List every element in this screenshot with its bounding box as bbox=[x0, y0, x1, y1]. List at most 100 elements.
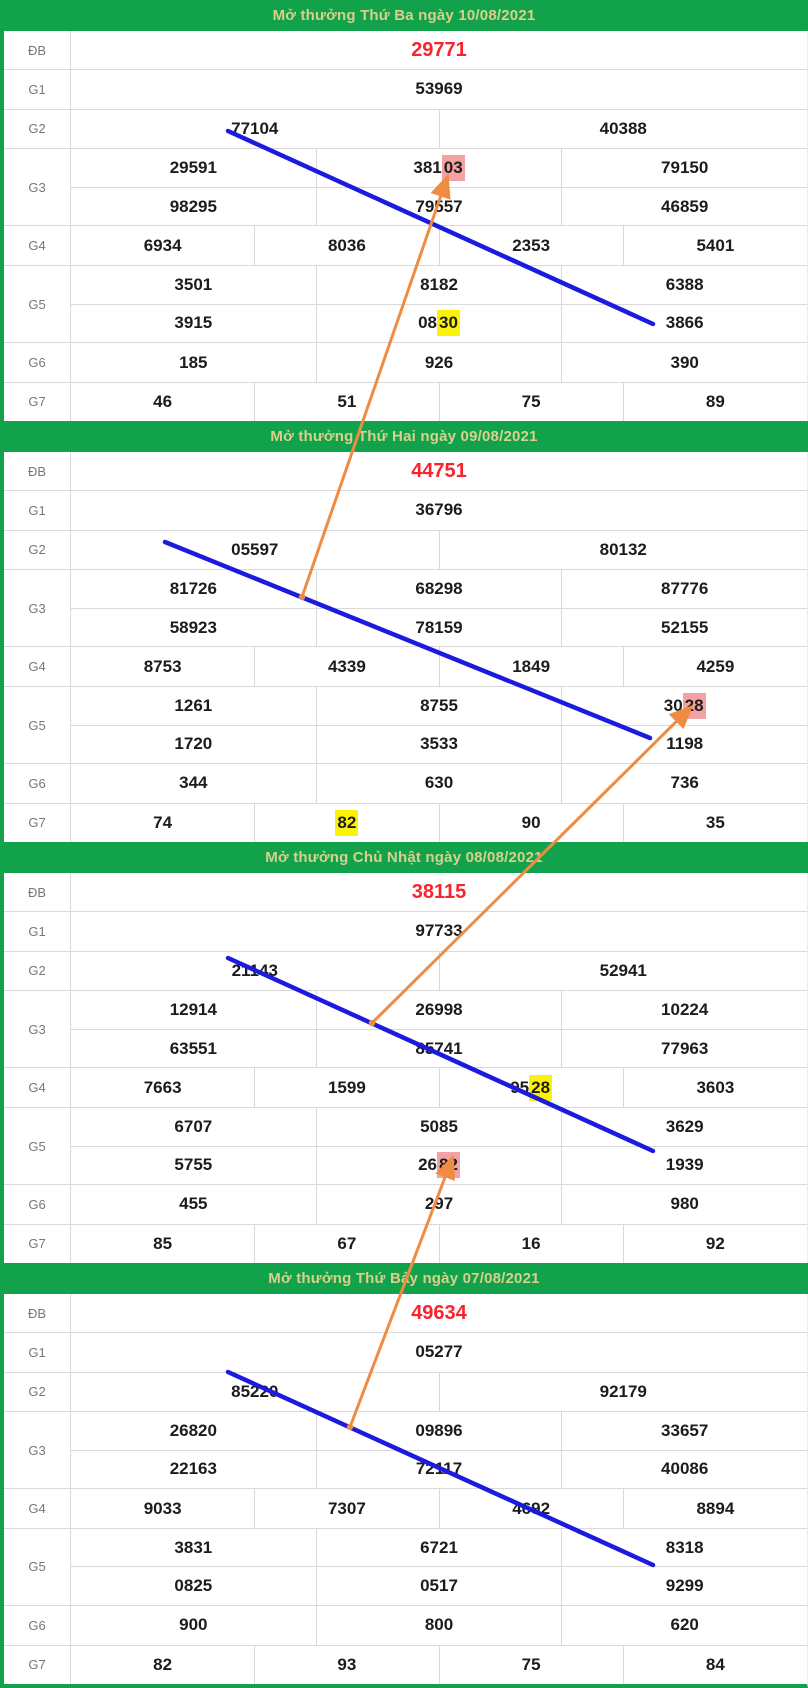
prize-group-ĐB: ĐB 44751 bbox=[4, 451, 807, 491]
prize-line: 22163 72117 40086 bbox=[71, 1449, 807, 1489]
prize-group-values: 38115 bbox=[71, 873, 807, 911]
prize-cell: 44751 bbox=[411, 459, 467, 482]
prize-group-values: 900 800 620 bbox=[71, 1606, 807, 1645]
prize-cell: 1939 bbox=[561, 1146, 807, 1185]
prize-line: 21143 52941 bbox=[71, 951, 807, 990]
prize-cell: 4692 bbox=[438, 1489, 623, 1528]
prize-cell: 1599 bbox=[254, 1068, 438, 1107]
prize-line: 29591 381 03 79150 bbox=[71, 148, 807, 187]
prize-cell: 3866 bbox=[561, 304, 807, 343]
prize-cell: 67 bbox=[254, 1224, 438, 1263]
prize-label: G7 bbox=[4, 382, 71, 421]
prize-label: G6 bbox=[4, 343, 71, 382]
prize-cell: 92179 bbox=[438, 1372, 808, 1411]
prize-group-values: 77104 40388 bbox=[71, 109, 808, 148]
prize-cell: 29771 bbox=[411, 38, 467, 61]
prize-line: 46 51 75 89 bbox=[71, 382, 807, 421]
prize-cell: 72117 bbox=[315, 1450, 562, 1489]
prize-cell: 26 82 bbox=[315, 1146, 562, 1185]
prize-cell: 3831 bbox=[174, 1537, 213, 1557]
prize-cell: 74 bbox=[153, 812, 173, 832]
prize-group-values: 185 926 390 bbox=[71, 343, 807, 382]
prize-cell: 46 bbox=[153, 391, 173, 411]
prize-cell: 08 30 bbox=[315, 304, 562, 343]
prize-cell: 89 bbox=[622, 382, 807, 421]
prize-cell: 8182 bbox=[315, 265, 562, 304]
prize-cell: 3533 bbox=[315, 725, 562, 764]
prize-group-values: 36796 bbox=[71, 491, 807, 529]
prize-cell: 40388 bbox=[438, 109, 808, 148]
prize-cell: 98295 bbox=[169, 196, 217, 216]
prize-group-G5: G5 1261 8755 30 28 1720 3533 1198 bbox=[4, 685, 807, 764]
prize-cell: 05597 bbox=[231, 539, 279, 559]
prize-group-values: 85220 92179 bbox=[71, 1372, 808, 1411]
prize-cell: 75 bbox=[438, 1645, 623, 1684]
prize-digits: 08 bbox=[418, 313, 437, 333]
prize-group-G6: G6 455 297 980 bbox=[4, 1184, 807, 1224]
prize-label: G3 bbox=[4, 990, 71, 1068]
prize-group-G3: G3 26820 09896 33657 22163 72117 40086 bbox=[4, 1410, 807, 1489]
prize-cell: 1198 bbox=[561, 725, 807, 764]
prize-cell: 9033 bbox=[143, 1498, 182, 1518]
highlight-pink-digits: 82 bbox=[437, 1152, 460, 1179]
prize-group-values: 26820 09896 33657 22163 72117 40086 bbox=[71, 1411, 807, 1489]
prize-group-values: 29771 bbox=[71, 31, 807, 69]
prize-line: 85220 92179 bbox=[71, 1372, 808, 1411]
prize-cell: 95 28 bbox=[438, 1068, 623, 1107]
prize-line: 63551 85741 77963 bbox=[71, 1028, 807, 1068]
prize-cell: 5085 bbox=[315, 1107, 562, 1146]
prize-group-G2: G2 85220 92179 bbox=[4, 1371, 808, 1411]
prize-digits: 381 bbox=[413, 157, 442, 177]
prize-cell: 7663 bbox=[143, 1077, 182, 1097]
prize-group-G2: G2 21143 52941 bbox=[4, 950, 807, 990]
prize-label: G2 bbox=[4, 1372, 71, 1411]
prize-group-G1: G1 97733 bbox=[4, 911, 807, 951]
prize-rows: ĐB 49634 G1 05277 G2 85220 92179 G3 26820 09896 33… bbox=[0, 1293, 808, 1688]
prize-line: 58923 78159 52155 bbox=[71, 607, 807, 647]
prize-group-G4: G4 9033 7307 4692 8894 bbox=[4, 1488, 807, 1528]
prize-group-G6: G6 344 630 736 bbox=[4, 763, 807, 803]
prize-group-G7: G7 46 51 75 89 bbox=[4, 381, 807, 421]
prize-line: 29771 bbox=[71, 31, 807, 69]
prize-cell: 87776 bbox=[561, 569, 807, 608]
prize-cell: 82 bbox=[254, 803, 438, 842]
prize-group-values: 05597 80132 bbox=[71, 530, 807, 569]
prize-label: G3 bbox=[4, 569, 71, 647]
prize-cell: 38115 bbox=[411, 880, 467, 903]
prize-group-G7: G7 74 82 90 35 bbox=[4, 802, 807, 842]
prize-cell: 4339 bbox=[254, 647, 438, 686]
prize-cell: 3603 bbox=[622, 1068, 807, 1107]
prize-group-values: 21143 52941 bbox=[71, 951, 807, 990]
prize-cell: 3501 bbox=[174, 274, 213, 294]
prize-group-values: 85 67 16 92 bbox=[71, 1224, 807, 1263]
prize-cell: 85220 bbox=[231, 1381, 279, 1401]
prize-cell: 77963 bbox=[561, 1029, 807, 1068]
prize-label: G6 bbox=[4, 1185, 71, 1224]
prize-group-G3: G3 81726 68298 87776 58923 78159 52155 bbox=[4, 568, 807, 647]
prize-cell: 3629 bbox=[561, 1107, 807, 1146]
prize-line: 455 297 980 bbox=[71, 1185, 807, 1224]
prize-line: 900 800 620 bbox=[71, 1606, 807, 1645]
prize-line: 98295 79557 46859 bbox=[71, 186, 807, 226]
prize-group-G2: G2 05597 80132 bbox=[4, 529, 807, 569]
prize-line: 5755 26 82 1939 bbox=[71, 1145, 807, 1185]
draw-table-3: Mở thưởng Chủ Nhật ngày 08/08/2021 ĐB 381… bbox=[0, 841, 808, 1263]
prize-label: G7 bbox=[4, 1224, 71, 1263]
prize-line: 44751 bbox=[71, 452, 807, 490]
prize-label: G1 bbox=[4, 912, 71, 951]
prize-cell: 82 bbox=[153, 1654, 173, 1674]
prize-label: G2 bbox=[4, 530, 71, 569]
prize-line: 49634 bbox=[71, 1294, 807, 1332]
prize-group-values: 9033 7307 4692 8894 bbox=[71, 1489, 807, 1528]
prize-cell: 0517 bbox=[315, 1567, 562, 1606]
prize-cell: 8753 bbox=[143, 656, 182, 676]
prize-group-ĐB: ĐB 38115 bbox=[4, 872, 807, 912]
prize-group-G6: G6 900 800 620 bbox=[4, 1605, 807, 1645]
prize-cell: 78159 bbox=[315, 608, 562, 647]
prize-label: G6 bbox=[4, 764, 71, 803]
prize-cell: 10224 bbox=[561, 990, 807, 1029]
prize-cell: 6388 bbox=[561, 265, 807, 304]
prize-cell: 81726 bbox=[169, 578, 217, 598]
prize-cell: 1849 bbox=[438, 647, 623, 686]
